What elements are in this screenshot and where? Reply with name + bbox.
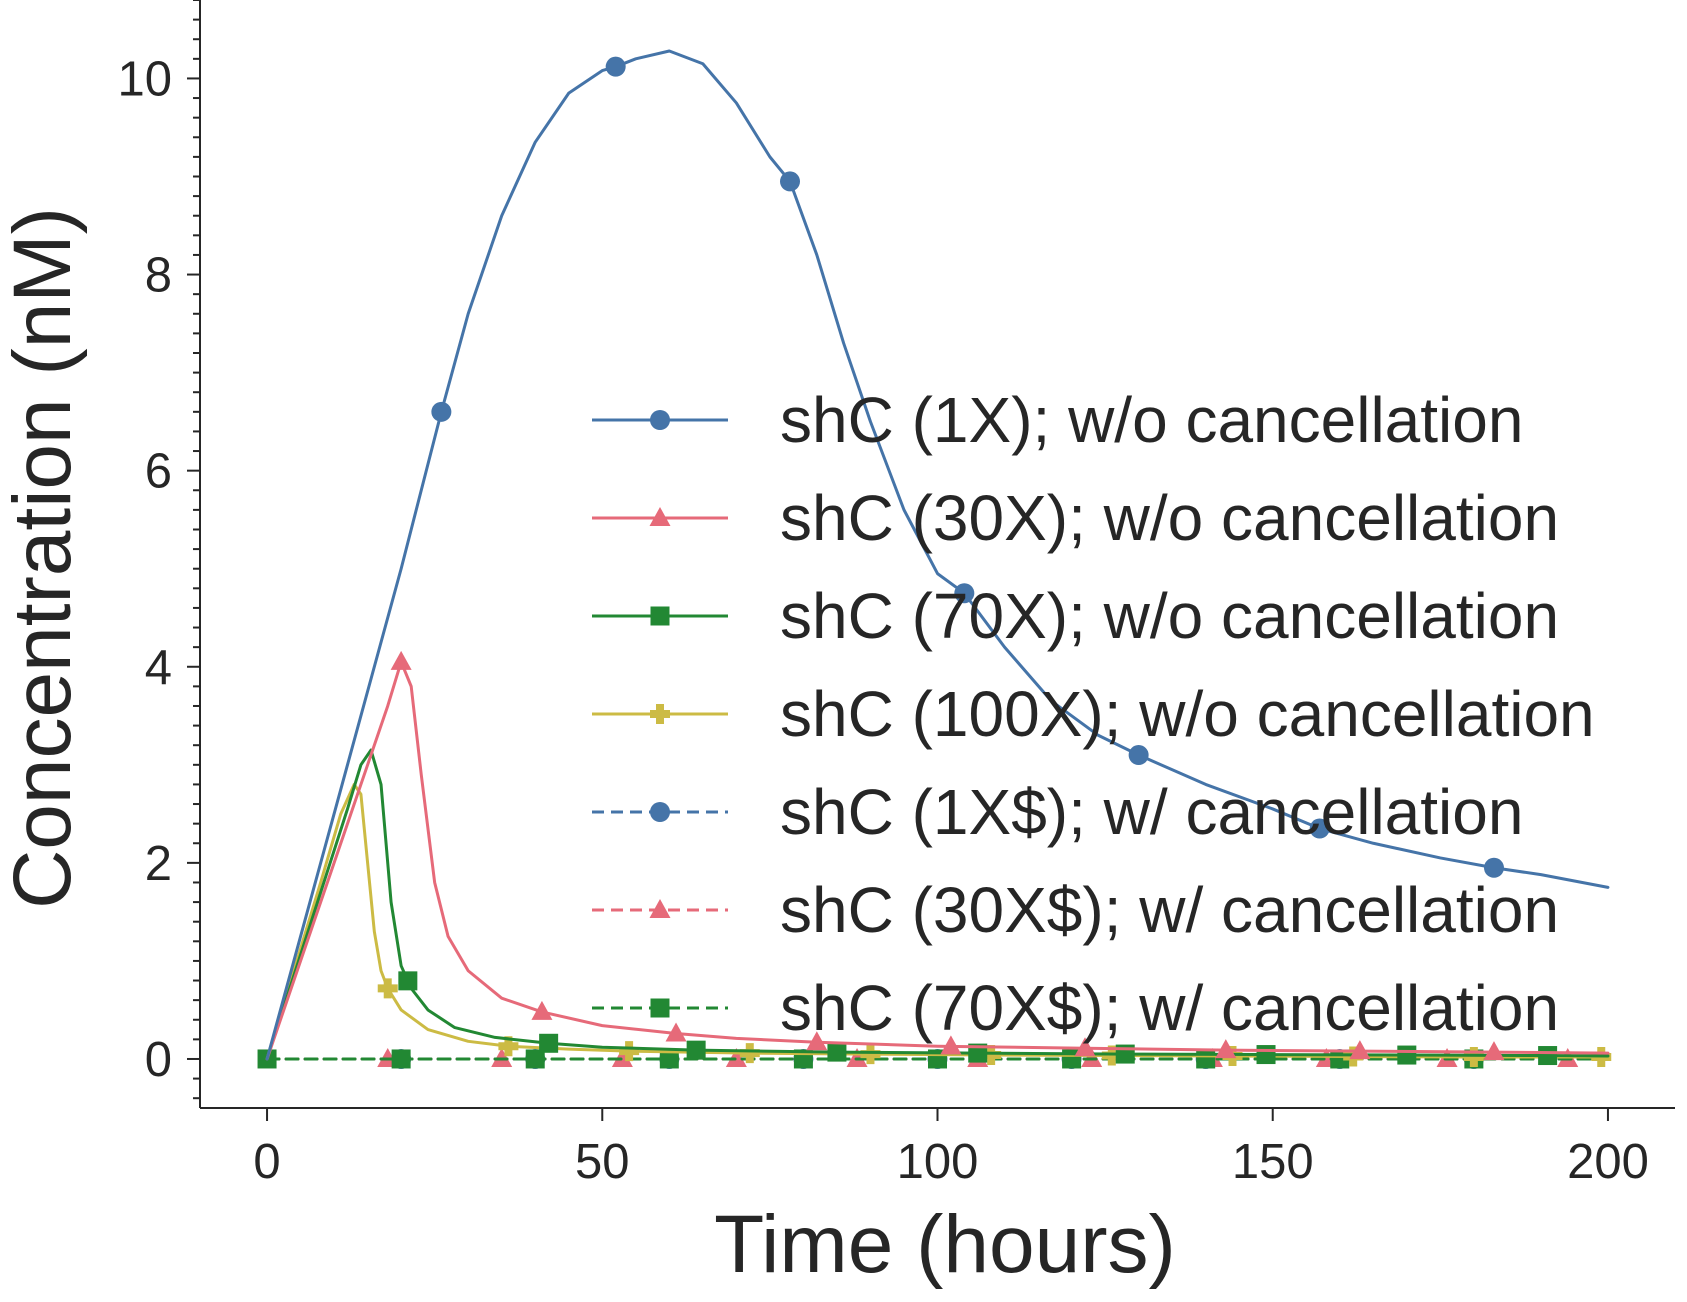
- data-point: [1397, 1045, 1417, 1065]
- data-point: [1463, 1047, 1484, 1068]
- legend-item: shC (1X$); w/ cancellation: [592, 776, 1523, 848]
- data-point: [398, 971, 418, 991]
- data-point: [860, 1044, 881, 1065]
- legend-label: shC (1X); w/o cancellation: [780, 384, 1523, 456]
- data-point: [525, 1049, 545, 1069]
- x-tick-label: 100: [897, 1135, 979, 1189]
- legend-marker: [650, 606, 670, 626]
- legend-marker: [650, 704, 670, 724]
- y-axis-title: Concentration (nM): [0, 207, 88, 909]
- legend-label: shC (70X$); w/ cancellation: [780, 972, 1559, 1044]
- y-tick-label: 10: [117, 52, 172, 106]
- data-point: [1196, 1049, 1216, 1069]
- data-point: [725, 1047, 747, 1067]
- data-point: [659, 1049, 679, 1069]
- data-point: [539, 1033, 559, 1053]
- data-point: [1483, 1041, 1505, 1061]
- data-point: [954, 583, 975, 604]
- x-tick-label: 0: [253, 1135, 280, 1189]
- data-point: [981, 1045, 1002, 1066]
- legend-marker: [650, 998, 670, 1018]
- data-point: [827, 1042, 847, 1062]
- data-point: [498, 1036, 519, 1057]
- data-point: [431, 401, 452, 422]
- data-point: [968, 1043, 988, 1063]
- y-tick-label: 2: [145, 837, 172, 891]
- legend-item: shC (1X); w/o cancellation: [592, 384, 1523, 456]
- data-point: [391, 1049, 411, 1069]
- series-1: [265, 49, 1610, 1061]
- data-point: [1256, 1045, 1276, 1065]
- data-point: [531, 1000, 553, 1020]
- legend-label: shC (30X); w/o cancellation: [780, 482, 1559, 554]
- legend-item: shC (100X); w/o cancellation: [592, 678, 1595, 750]
- series-2: [265, 650, 1610, 1061]
- legend-label: shC (100X); w/o cancellation: [780, 678, 1595, 750]
- legend-label: shC (30X$); w/ cancellation: [780, 874, 1559, 946]
- y-tick-label: 6: [145, 445, 172, 499]
- data-point: [806, 1031, 828, 1051]
- x-axis-title: Time (hours): [714, 1199, 1176, 1290]
- series-line: [265, 660, 1610, 1061]
- data-point: [739, 1043, 760, 1064]
- x-axis-ticks: 0 50 100 150 200: [253, 1108, 1649, 1189]
- data-point: [1128, 745, 1149, 766]
- x-tick-label: 150: [1232, 1135, 1314, 1189]
- y-tick-label: 4: [145, 641, 172, 695]
- data-point: [619, 1041, 640, 1062]
- data-point: [1349, 1040, 1371, 1060]
- data-point: [1074, 1037, 1096, 1057]
- data-point: [1309, 818, 1330, 839]
- legend-label: shC (1X$); w/ cancellation: [780, 776, 1523, 848]
- legend-marker: [650, 802, 670, 822]
- data-point: [780, 171, 800, 192]
- data-point: [1101, 1045, 1122, 1066]
- data-point: [940, 1035, 962, 1055]
- legend-marker: [649, 507, 671, 526]
- y-tick-label: 0: [145, 1033, 172, 1087]
- data-point: [1483, 857, 1504, 878]
- plot-area: [257, 49, 1612, 1069]
- data-point: [377, 978, 398, 999]
- data-point: [1538, 1046, 1558, 1066]
- legend-item: shC (70X); w/o cancellation: [592, 580, 1559, 652]
- legend-item: shC (70X$); w/ cancellation: [592, 972, 1559, 1044]
- x-tick-label: 200: [1567, 1135, 1649, 1189]
- legend-item: shC (30X$); w/ cancellation: [592, 874, 1559, 946]
- data-point: [665, 1022, 687, 1042]
- data-point: [390, 650, 412, 670]
- y-axis-ticks: 0 2 4 6 8 10: [117, 0, 200, 1100]
- series-line: [265, 748, 1610, 1061]
- legend-item: shC (30X); w/o cancellation: [592, 482, 1559, 554]
- data-point: [611, 1047, 633, 1067]
- data-point: [686, 1040, 706, 1060]
- legend-marker: [650, 410, 670, 430]
- legend-label: shC (70X); w/o cancellation: [780, 580, 1559, 652]
- y-tick-label: 8: [145, 249, 172, 303]
- legend-marker: [649, 899, 671, 918]
- x-tick-label: 50: [575, 1135, 630, 1189]
- data-point: [1215, 1039, 1237, 1059]
- axes: 0 2 4 6 8 10 0 50 100 150 200: [117, 0, 1675, 1189]
- data-point: [605, 56, 626, 77]
- legend: shC (1X); w/o cancellation shC (30X); w/o…: [592, 384, 1595, 1044]
